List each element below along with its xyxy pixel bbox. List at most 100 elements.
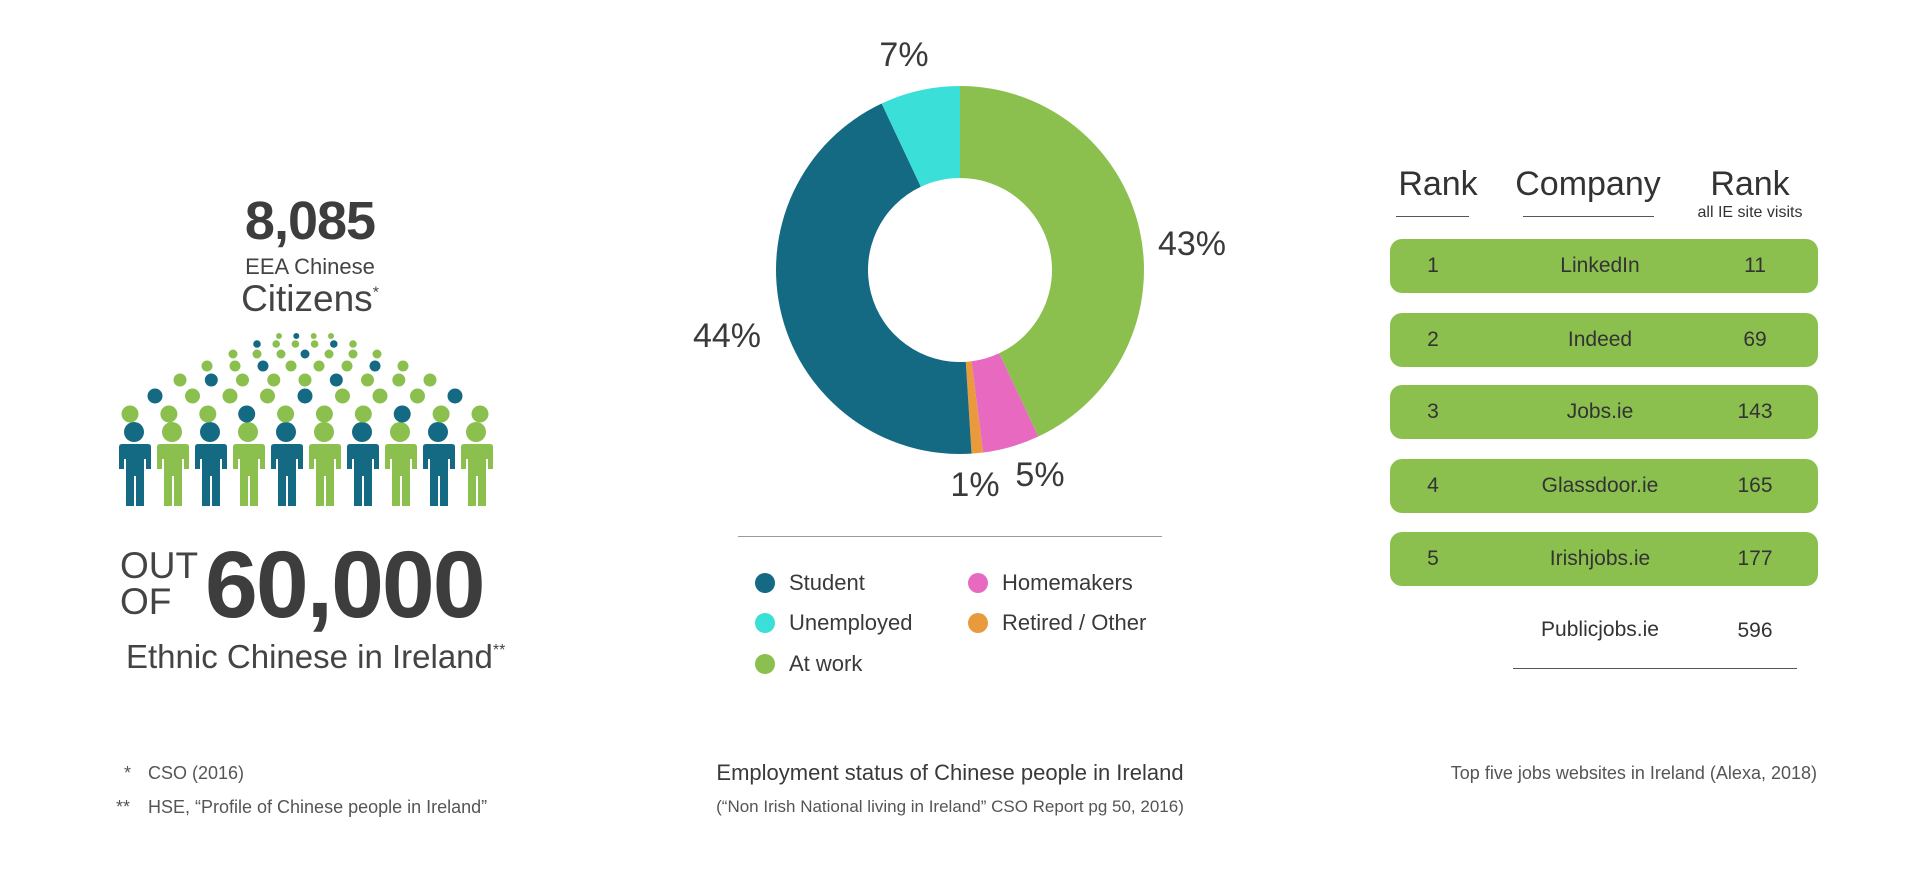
- row-company: LinkedIn: [1560, 254, 1640, 277]
- table-row: 3 Jobs.ie 143: [1390, 385, 1818, 439]
- out-of-label: OUT OF: [120, 547, 198, 622]
- crowd-dot-icon: [185, 388, 200, 404]
- legend-swatch-at-work: [755, 654, 775, 674]
- row-site-rank: 11: [1744, 254, 1766, 277]
- crowd-dot-icon: [121, 405, 139, 423]
- crowd-dot-icon: [272, 340, 280, 348]
- crowd-dot-icon: [393, 405, 411, 423]
- table-row: 1 LinkedIn 11: [1390, 239, 1818, 293]
- crowd-dot-icon: [204, 373, 218, 387]
- employment-donut-chart: 43% 5% 1% 44% 7%: [693, 36, 1226, 504]
- crowd-dot-icon: [260, 388, 275, 404]
- crowd-dot-icon: [277, 405, 295, 423]
- people-crowd-illustration: [119, 333, 493, 506]
- person-figure-icon: [119, 422, 151, 506]
- crowd-dot-icon: [361, 373, 374, 387]
- population-label-text: Ethnic Chinese in Ireland: [126, 638, 493, 675]
- eea-citizens-label-line2: Citizens*: [0, 278, 620, 320]
- row-company: Irishjobs.ie: [1549, 547, 1651, 570]
- chart-title: Employment status of Chinese people in I…: [716, 760, 1184, 785]
- legend-label: At work: [789, 651, 863, 676]
- row-rank: 3: [1427, 400, 1439, 423]
- crowd-dot-icon: [229, 360, 241, 372]
- crowd-dot-icon: [313, 360, 325, 372]
- footnote-mark: **: [116, 797, 131, 817]
- person-figure-icon: [461, 422, 493, 506]
- row-site-rank: 143: [1737, 400, 1773, 423]
- legend-divider: [738, 536, 1162, 537]
- ethnic-chinese-population-value: 60,000: [205, 532, 486, 638]
- of-word: OF: [120, 581, 172, 622]
- crowd-dot-icon: [324, 349, 334, 359]
- person-figure-icon: [347, 422, 379, 506]
- table-bottom-rule: [1513, 668, 1797, 669]
- crowd-dot-icon: [372, 388, 388, 404]
- crowd-dot-icon: [310, 333, 317, 339]
- row-company: Glassdoor.ie: [1541, 474, 1659, 497]
- crowd-dot-icon: [369, 360, 381, 372]
- legend-label: Homemakers: [1002, 570, 1133, 595]
- crowd-dot-icon: [392, 373, 406, 387]
- person-figure-icon: [195, 422, 227, 506]
- crowd-dot-icon: [447, 388, 463, 404]
- crowd-dot-icon: [173, 373, 187, 387]
- person-figure-icon: [385, 422, 417, 506]
- donut-slice-at-work: [960, 86, 1144, 437]
- crowd-dot-icon: [276, 349, 286, 359]
- crowd-dot-icon: [423, 373, 437, 387]
- extra-row-site-rank: 596: [1737, 619, 1773, 642]
- footnote-text: CSO (2016): [148, 763, 245, 783]
- row-rank: 2: [1427, 328, 1439, 351]
- crowd-dot-icon: [300, 349, 310, 359]
- legend-item-retired: Retired / Other: [968, 610, 1146, 636]
- donut-slice-homemakers: [971, 353, 1039, 453]
- crowd-dot-icon: [397, 360, 409, 372]
- table-row: 2 Indeed 69: [1390, 313, 1818, 367]
- data-label-retired-other: 1%: [950, 466, 999, 504]
- legend-label: Retired / Other: [1002, 610, 1147, 635]
- crowd-dot-icon: [335, 388, 350, 404]
- crowd-dot-icon: [354, 405, 372, 423]
- legend-swatch-retired: [968, 613, 988, 633]
- footnote-text: HSE, “Profile of Chinese people in Irela…: [148, 797, 488, 817]
- donut-slice-retired-other: [965, 361, 984, 454]
- crowd-dot-icon: [199, 405, 217, 423]
- citizens-word: Citizens: [241, 278, 373, 319]
- data-label-homemakers: 5%: [1015, 456, 1064, 494]
- crowd-dot-icon: [252, 349, 262, 359]
- crowd-dot-icon: [410, 388, 425, 404]
- data-label-at-work: 43%: [1158, 225, 1226, 263]
- crowd-dot-icon: [315, 405, 333, 423]
- crowd-dot-icon: [328, 333, 334, 339]
- person-figure-icon: [233, 422, 265, 506]
- crowd-dot-icon: [222, 388, 238, 404]
- crowd-dot-icon: [236, 373, 249, 387]
- legend-item-at-work: At work: [755, 651, 862, 677]
- legend-label: Student: [789, 570, 865, 595]
- crowd-dot-icon: [147, 388, 163, 404]
- eea-citizens-label-line1: EEA Chinese: [245, 254, 375, 279]
- extra-row-company: Publicjobs.ie: [1541, 618, 1659, 641]
- table-row: 5 Irishjobs.ie 177: [1390, 532, 1818, 586]
- crowd-dot-icon: [310, 340, 319, 348]
- donut-slice-student: [775, 103, 972, 455]
- donut-slice-unemployed: [881, 86, 960, 187]
- row-rank: 4: [1427, 474, 1439, 497]
- crowd-dot-icon: [293, 333, 300, 339]
- crowd-dot-icon: [471, 405, 489, 423]
- crowd-dot-icon: [372, 349, 382, 359]
- crowd-dot-icon: [160, 405, 178, 423]
- header-site-rank: Rank: [1710, 165, 1790, 203]
- footnote-2: ** HSE, “Profile of Chinese people in Ire…: [116, 797, 487, 818]
- legend-swatch-homemakers: [968, 573, 988, 593]
- crowd-dot-icon: [291, 340, 300, 348]
- row-company: Indeed: [1567, 328, 1633, 351]
- table-row: 4 Glassdoor.ie 165: [1390, 459, 1818, 513]
- legend-item-homemakers: Homemakers: [968, 570, 1133, 596]
- person-figure-icon: [157, 422, 189, 506]
- crowd-dot-icon: [432, 405, 450, 423]
- legend-item-unemployed: Unemployed: [755, 610, 913, 636]
- crowd-dot-icon: [267, 373, 281, 387]
- header-rank: Rank: [1398, 165, 1478, 203]
- row-rank: 1: [1427, 254, 1439, 277]
